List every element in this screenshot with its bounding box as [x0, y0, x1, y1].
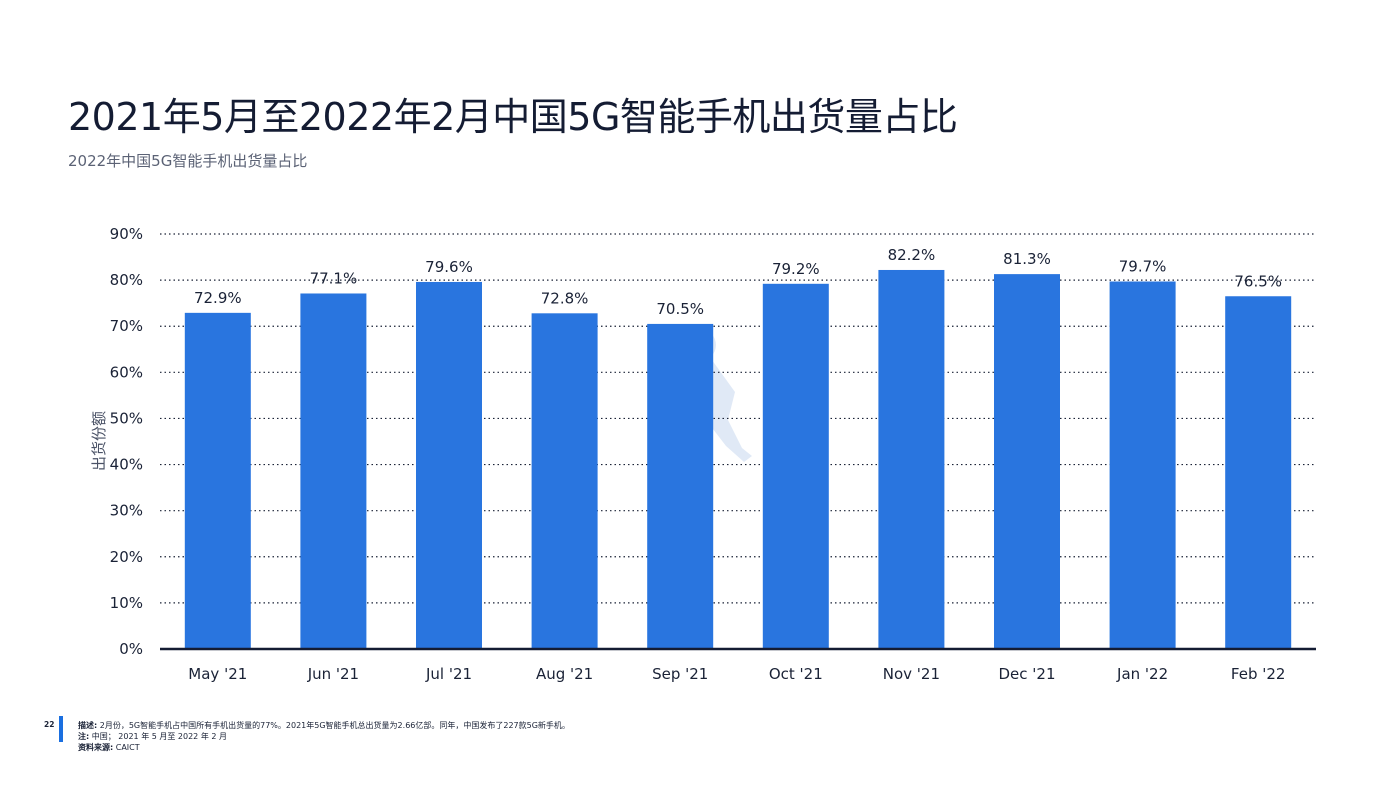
- note-label: 注:: [78, 732, 90, 741]
- x-axis-ticks: May '21 Jun '21 Jul '21 Aug '21 Sep '21 Oct '…: [188, 665, 1285, 683]
- bar-chart: 0% 10% 20% 30% 40% 50% 60% 70% 80% 90% 72.9% 77.1%…: [90, 225, 1316, 683]
- bar: [762, 283, 829, 649]
- bars: [184, 269, 1292, 649]
- x-tick-label: May '21: [188, 665, 247, 683]
- bar-value-label: 76.5%: [1234, 272, 1282, 290]
- bar-value-labels: 72.9% 77.1% 79.6% 72.8% 70.5% 79.2% 82.2% 81.3%…: [194, 246, 1282, 318]
- bar-value-label: 79.6%: [425, 258, 473, 276]
- description-label: 描述:: [78, 721, 98, 730]
- description-text: 2月份，5G智能手机占中国所有手机出货量的77%。2021年5G智能手机总出货量…: [99, 721, 570, 730]
- page-subtitle: 2022年中国5G智能手机出货量占比: [68, 152, 308, 170]
- source-text: CAICT: [115, 743, 140, 752]
- bar: [1225, 296, 1292, 649]
- y-tick-label: 70%: [110, 317, 143, 335]
- source-row: 资料来源: CAICT: [78, 742, 570, 753]
- bar-value-label: 72.8%: [541, 289, 589, 307]
- page-title: 2021年5月至2022年2月中国5G智能手机出货量占比: [68, 95, 958, 139]
- x-tick-label: Feb '22: [1231, 665, 1286, 683]
- bar: [531, 313, 598, 649]
- y-tick-label: 50%: [110, 409, 143, 427]
- x-tick-label: Dec '21: [998, 665, 1055, 683]
- y-tick-label: 20%: [110, 548, 143, 566]
- bar: [994, 274, 1060, 649]
- x-tick-label: Jan '22: [1116, 665, 1168, 683]
- x-tick-label: Aug '21: [536, 665, 593, 683]
- y-tick-label: 40%: [110, 456, 143, 474]
- bar: [184, 312, 251, 649]
- footer-accent-bar: [59, 716, 63, 742]
- x-tick-label: Jun '21: [307, 665, 359, 683]
- source-label: 资料来源:: [78, 743, 114, 752]
- bar: [300, 293, 367, 649]
- y-tick-label: 90%: [110, 225, 143, 243]
- bar-value-label: 72.9%: [194, 289, 242, 307]
- y-tick-label: 0%: [119, 640, 143, 658]
- note-row: 注: 中国； 2021 年 5 月至 2022 年 2 月: [78, 731, 570, 742]
- bar: [878, 269, 945, 649]
- bar: [1109, 281, 1176, 649]
- y-tick-label: 10%: [110, 594, 143, 612]
- x-tick-label: Nov '21: [883, 665, 940, 683]
- y-tick-label: 30%: [110, 502, 143, 520]
- note-text: 中国； 2021 年 5 月至 2022 年 2 月: [91, 732, 227, 741]
- y-tick-label: 80%: [110, 271, 143, 289]
- bar-value-label: 79.7%: [1119, 257, 1167, 275]
- bar-value-label: 81.3%: [1003, 250, 1051, 268]
- x-tick-label: Oct '21: [769, 665, 823, 683]
- y-axis-label: 出货份额: [90, 411, 108, 471]
- bar-value-label: 82.2%: [888, 246, 936, 264]
- page-number: 22: [44, 720, 55, 729]
- bar-value-label: 77.1%: [310, 269, 358, 287]
- footer-notes: 描述: 2月份，5G智能手机占中国所有手机出货量的77%。2021年5G智能手机…: [78, 720, 570, 753]
- bar: [416, 281, 482, 649]
- y-axis-ticks: 0% 10% 20% 30% 40% 50% 60% 70% 80% 90%: [110, 225, 143, 658]
- y-tick-label: 60%: [110, 363, 143, 381]
- bar-value-label: 70.5%: [656, 300, 704, 318]
- description-row: 描述: 2月份，5G智能手机占中国所有手机出货量的77%。2021年5G智能手机…: [78, 720, 570, 731]
- x-tick-label: Jul '21: [425, 665, 472, 683]
- bar: [647, 323, 714, 649]
- x-tick-label: Sep '21: [652, 665, 708, 683]
- bar-value-label: 79.2%: [772, 260, 820, 278]
